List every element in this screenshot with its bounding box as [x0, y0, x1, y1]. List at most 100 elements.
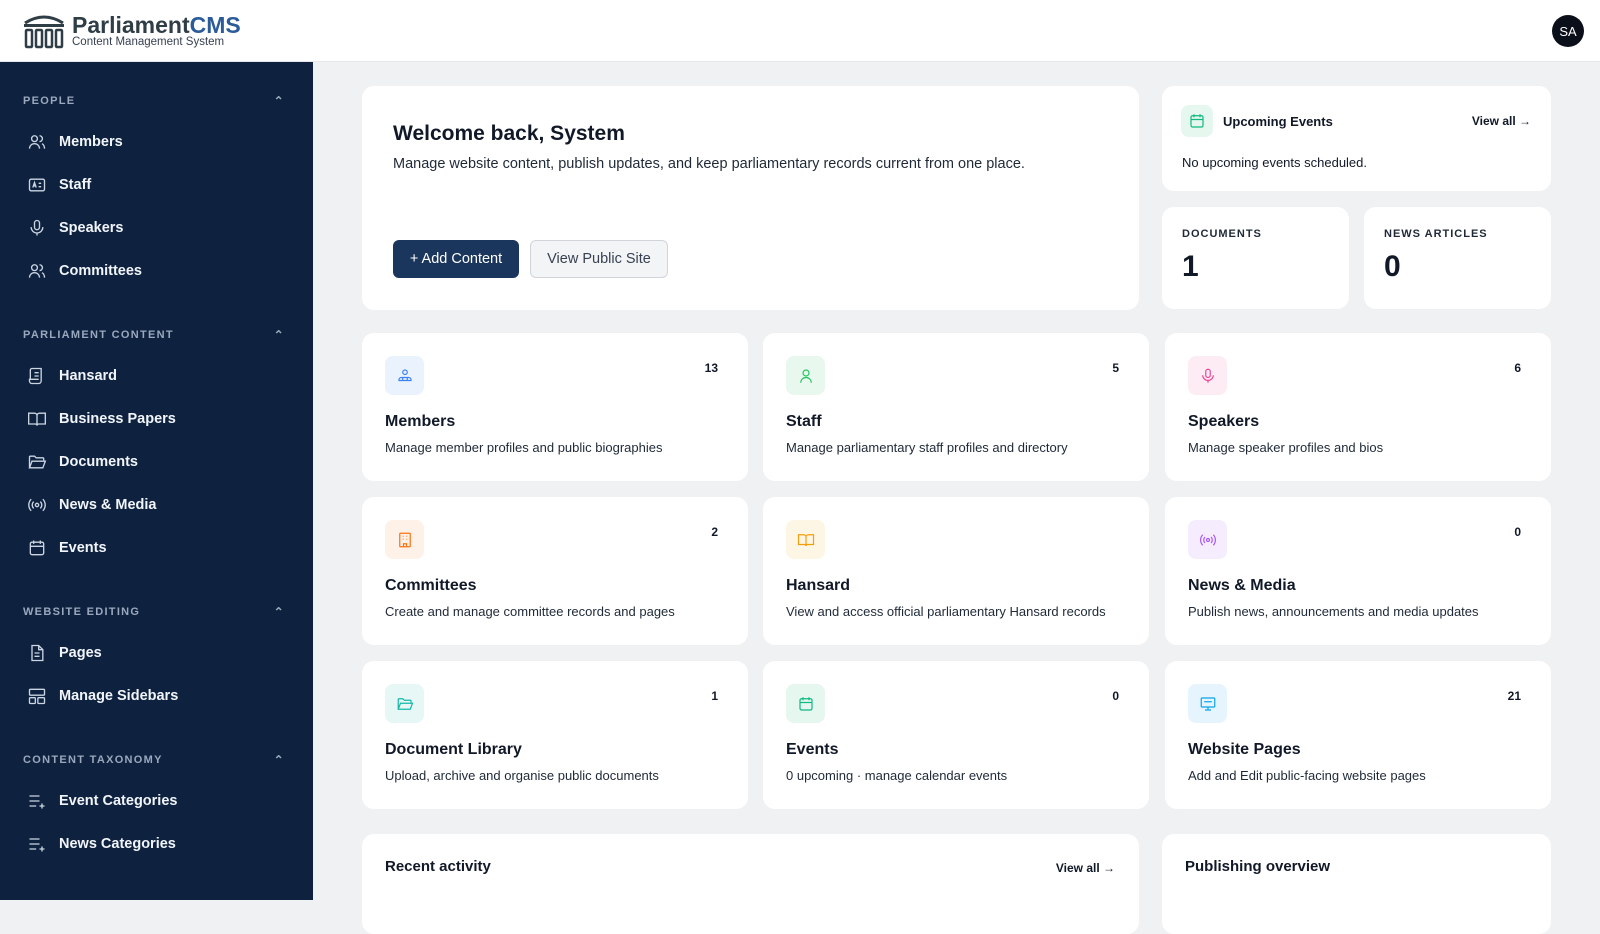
- documents-stat-card[interactable]: DOCUMENTS 1: [1162, 207, 1349, 309]
- stat-value: 1: [1182, 250, 1199, 283]
- module-title: Events: [786, 741, 839, 758]
- sidebar-section-header[interactable]: WEBSITE EDITING ⌃: [0, 599, 313, 625]
- sidebar-item-manage-sidebars[interactable]: Manage Sidebars: [0, 674, 313, 717]
- recent-view-all-link[interactable]: View all →: [1055, 861, 1115, 875]
- sidebar-item-label: Event Categories: [59, 792, 178, 809]
- module-count: 1: [711, 689, 718, 703]
- sidebar-item-news-categories[interactable]: News Categories: [0, 822, 313, 865]
- chevron-up-icon[interactable]: ⌃: [273, 605, 285, 619]
- module-card-hansard[interactable]: Hansard View and access official parliam…: [763, 497, 1149, 645]
- sidebar-item-label: Committees: [59, 262, 142, 279]
- sidebar-section-header[interactable]: PEOPLE ⌃: [0, 88, 313, 114]
- publishing-overview-card: Publishing overview: [1162, 834, 1551, 934]
- sidebar-section-header[interactable]: CONTENT TAXONOMY ⌃: [0, 747, 313, 773]
- sidebar-item-label: Manage Sidebars: [59, 687, 179, 704]
- sidebar-item-label: Speakers: [59, 219, 124, 236]
- sidebar-item-event-categories[interactable]: Event Categories: [0, 779, 313, 822]
- events-view-all-link[interactable]: View all →: [1471, 114, 1531, 128]
- module-title: Website Pages: [1188, 741, 1301, 758]
- module-description: Publish news, announcements and media up…: [1188, 604, 1479, 619]
- sidebar-item-label: News & Media: [59, 496, 157, 513]
- module-title: Document Library: [385, 741, 522, 758]
- parliament-building-icon: [24, 15, 64, 48]
- sidebar-item-label: Hansard: [59, 367, 118, 384]
- sidebar-item-label: News Categories: [59, 835, 176, 852]
- module-count: 6: [1514, 361, 1521, 375]
- sidebar-item-members[interactable]: Members: [0, 120, 313, 163]
- section-title: CONTENT TAXONOMY: [23, 754, 163, 766]
- book-open-icon: [28, 412, 46, 426]
- module-card-events[interactable]: 0 Events 0 upcoming · manage calendar ev…: [763, 661, 1149, 809]
- module-count: 5: [1112, 361, 1119, 375]
- sidebar-section-header[interactable]: PARLIAMENT CONTENT ⌃: [0, 322, 313, 348]
- sidebar-item-pages[interactable]: Pages: [0, 631, 313, 674]
- module-description: Add and Edit public-facing website pages: [1188, 768, 1426, 783]
- users-icon: [28, 263, 46, 278]
- module-card-committees[interactable]: 2 Committees Create and manage committee…: [362, 497, 748, 645]
- microphone-icon: [1201, 368, 1214, 383]
- microphone-icon: [30, 219, 44, 235]
- sidebar-item-events[interactable]: Events: [0, 526, 313, 569]
- section-title: WEBSITE EDITING: [23, 606, 141, 618]
- calendar-icon: [798, 696, 813, 711]
- sidebar-item-hansard[interactable]: Hansard: [0, 354, 313, 397]
- sidebar-item-staff[interactable]: Staff: [0, 163, 313, 206]
- sidebar-item-label: Members: [59, 133, 123, 150]
- sidebar-item-speakers[interactable]: Speakers: [0, 206, 313, 249]
- sidebar-item-business-papers[interactable]: Business Papers: [0, 397, 313, 440]
- module-description: Upload, archive and organise public docu…: [385, 768, 659, 783]
- top-header: ParliamentCMS Content Management System …: [0, 0, 1600, 62]
- module-card-news-media[interactable]: 0 News & Media Publish news, announcemen…: [1165, 497, 1551, 645]
- list-plus-icon: [29, 837, 45, 851]
- user-icon: [799, 368, 812, 383]
- sidebar-item-label: Staff: [59, 176, 92, 193]
- app-subtitle: Content Management System: [72, 35, 225, 48]
- sidebar-item-label: Business Papers: [59, 410, 176, 427]
- module-title: Hansard: [786, 577, 851, 594]
- folder-open-icon: [28, 455, 47, 468]
- sidebar-item-documents[interactable]: Documents: [0, 440, 313, 483]
- module-card-staff[interactable]: 5 Staff Manage parliamentary staff profi…: [763, 333, 1149, 481]
- chevron-up-icon[interactable]: ⌃: [273, 328, 285, 342]
- logo[interactable]: ParliamentCMS Content Management System: [22, 13, 241, 49]
- app-name: ParliamentCMS: [72, 11, 241, 38]
- publishing-overview-title: Publishing overview: [1185, 858, 1331, 875]
- chevron-up-icon[interactable]: ⌃: [273, 94, 285, 108]
- stat-label: NEWS ARTICLES: [1384, 228, 1488, 240]
- welcome-title: Welcome back, System: [393, 122, 625, 145]
- welcome-text: Manage website content, publish updates,…: [393, 156, 1025, 172]
- user-avatar[interactable]: SA: [1552, 15, 1584, 47]
- add-content-button[interactable]: + Add Content: [393, 240, 519, 278]
- sidebar-item-label: Documents: [59, 453, 138, 470]
- module-description: Manage speaker profiles and bios: [1188, 440, 1384, 455]
- module-card-speakers[interactable]: 6 Speakers Manage speaker profiles and b…: [1165, 333, 1551, 481]
- sidebar: PEOPLE ⌃ Members Staff Speakers Committees PAR…: [0, 62, 313, 900]
- group-icon: [397, 368, 412, 381]
- module-description: 0 upcoming · manage calendar events: [786, 768, 1008, 783]
- news-articles-stat-card[interactable]: NEWS ARTICLES 0: [1364, 207, 1551, 309]
- recent-activity-title: Recent activity: [385, 858, 491, 875]
- module-count: 0: [1514, 525, 1521, 539]
- module-card-document-library[interactable]: 1 Document Library Upload, archive and o…: [362, 661, 748, 809]
- list-plus-icon: [29, 794, 45, 808]
- view-public-site-button[interactable]: View Public Site: [530, 240, 668, 278]
- module-title: News & Media: [1188, 577, 1296, 594]
- folder-open-icon: [396, 697, 413, 710]
- monitor-icon: [1200, 696, 1215, 711]
- module-description: Create and manage committee records and …: [385, 604, 675, 619]
- module-card-members[interactable]: 13 Members Manage member profiles and pu…: [362, 333, 748, 481]
- sidebar-item-label: Events: [59, 539, 107, 556]
- users-icon: [28, 134, 46, 149]
- file-text-icon: [31, 644, 44, 661]
- chevron-up-icon[interactable]: ⌃: [273, 753, 285, 767]
- sidebar-item-news-media[interactable]: News & Media: [0, 483, 313, 526]
- module-count: 2: [711, 525, 718, 539]
- sidebar-item-committees[interactable]: Committees: [0, 249, 313, 292]
- welcome-card: Welcome back, System Manage website cont…: [362, 86, 1139, 310]
- module-title: Staff: [786, 413, 822, 430]
- module-description: View and access official parliamentary H…: [786, 604, 1106, 619]
- section-title: PARLIAMENT CONTENT: [23, 329, 174, 341]
- recent-activity-card: Recent activity View all →: [362, 834, 1139, 934]
- module-card-website-pages[interactable]: 21 Website Pages Add and Edit public-fac…: [1165, 661, 1551, 809]
- broadcast-icon: [28, 498, 46, 511]
